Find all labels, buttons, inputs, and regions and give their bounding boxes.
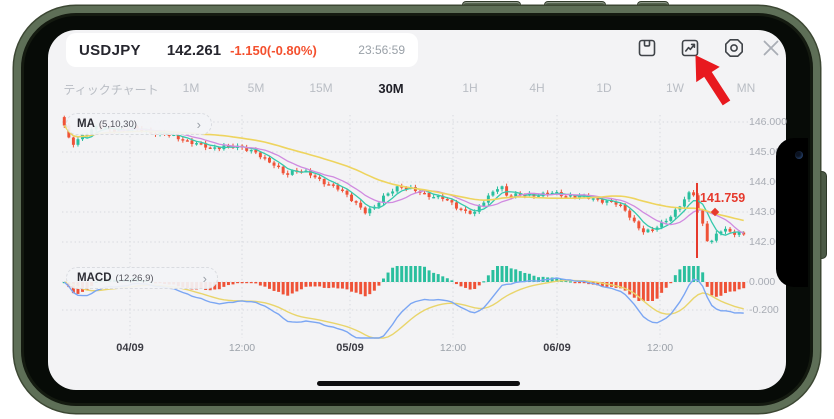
tab-ティックチャート[interactable]: ティックチャート [63,83,159,97]
candlestick-chart[interactable] [48,100,786,348]
price-change: -1.150(-0.80%) [230,42,317,58]
symbol-label: USDJPY [79,41,141,59]
time-axis-label: 04/09 [116,342,144,354]
home-indicator[interactable] [317,381,520,386]
last-price: 142.261 [166,41,222,59]
time-axis-label: 05/09 [336,342,364,354]
alert-price-label: 141.759 [700,191,746,205]
macd-name: MACD [77,272,112,284]
macd-params: (12,26,9) [115,273,154,284]
annotation-arrow-icon [683,47,741,114]
tab-1W[interactable]: 1W [666,81,684,95]
settings-gear-icon[interactable] [722,36,746,60]
ma-name: MA [77,118,95,130]
time-axis-label: 06/09 [543,342,571,354]
tab-5M[interactable]: 5M [247,81,265,95]
price-axis-label: 146.000 [749,116,787,128]
chevron-right-icon: › [196,116,201,132]
macd-indicator-pill[interactable]: MACD (12,26,9) › [66,267,218,289]
ma-params: (5,10,30) [98,119,137,130]
chevron-right-icon: › [202,270,207,286]
macd-axis-label: 0.000 [749,276,776,288]
alert-line [696,183,698,258]
phone-notch [776,138,808,287]
tab-1D[interactable]: 1D [596,81,612,95]
power-button[interactable] [817,172,826,258]
quote-time: 23:56:59 [358,43,405,57]
ma-indicator-pill[interactable]: MA (5,10,30) › [66,113,212,135]
tab-1H[interactable]: 1H [462,81,478,95]
tab-30M[interactable]: 30M [378,81,404,96]
time-axis-label: 12:00 [646,342,674,354]
quote-header: USDJPY 142.261 -1.150(-0.80%) 23:56:59 [66,33,418,67]
tab-15M[interactable]: 15M [309,81,333,95]
macd-axis-label: -0.200 [749,304,779,316]
tab-1M[interactable]: 1M [182,81,200,95]
indicator-chart-icon[interactable] [678,36,702,60]
tab-MN[interactable]: MN [736,81,756,95]
close-icon[interactable] [759,36,783,60]
tab-4H[interactable]: 4H [529,81,545,95]
time-axis-label: 12:00 [439,342,467,354]
front-camera [795,151,803,159]
time-axis-label: 12:00 [228,342,256,354]
save-icon[interactable] [635,36,659,60]
